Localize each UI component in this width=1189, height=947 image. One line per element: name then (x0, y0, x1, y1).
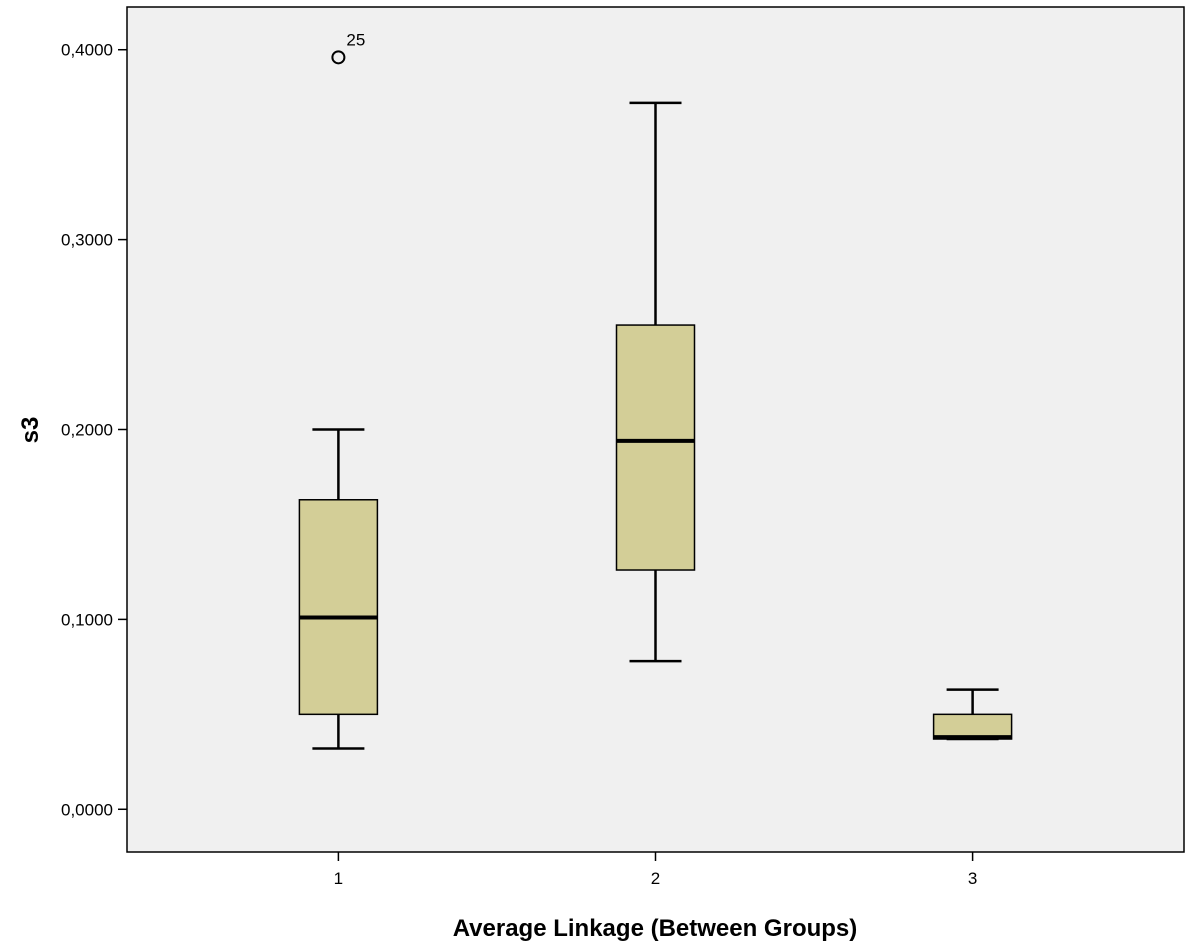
box-iqr (932, 713, 1013, 740)
y-tick-label: 0,4000 (61, 41, 113, 60)
y-tick-label: 0,2000 (61, 421, 113, 440)
y-tick-label: 0,1000 (61, 610, 113, 629)
y-tick-label: 0,0000 (61, 800, 113, 819)
box-group (932, 688, 1013, 741)
x-tick-label: 2 (651, 869, 660, 888)
y-axis: 0,0000 0,1000 0,2000 0,3000 0,4000 (61, 41, 127, 819)
outlier-label: 25 (346, 30, 365, 49)
y-axis-title: s3 (17, 417, 44, 444)
x-axis-title: Average Linkage (Between Groups) (453, 915, 858, 942)
box-iqr (298, 499, 379, 716)
y-tick-label: 0,3000 (61, 231, 113, 250)
box-group (298, 428, 379, 750)
outlier-series: 25 (331, 30, 365, 65)
x-tick-label: 1 (334, 869, 343, 888)
outlier-point (331, 50, 346, 65)
x-tick-label: 3 (968, 869, 977, 888)
box-series (298, 101, 1013, 750)
box-group (615, 101, 696, 663)
box-iqr (615, 324, 696, 571)
x-axis: 1 2 3 (334, 852, 977, 888)
